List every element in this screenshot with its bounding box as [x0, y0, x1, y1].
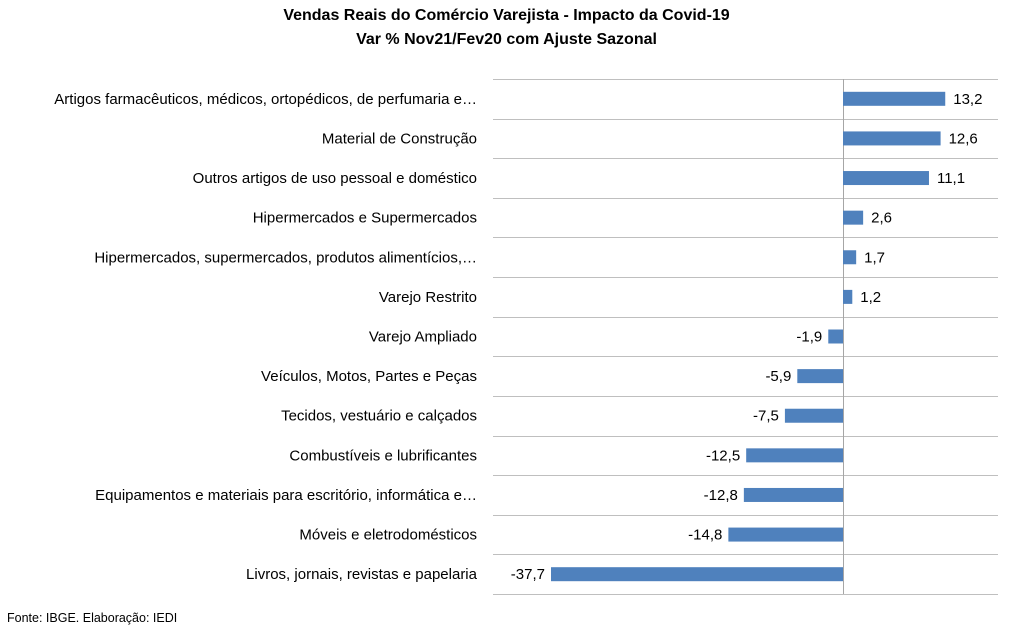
category-label: Combustíveis e lubrificantes — [289, 447, 477, 464]
bar — [843, 131, 941, 146]
bar — [784, 408, 843, 423]
category-label: Hipermercados e Supermercados — [253, 210, 477, 227]
data-label: -1,9 — [796, 329, 822, 346]
bar — [843, 91, 946, 106]
category-label: Livros, jornais, revistas e papelaria — [246, 566, 478, 583]
bar — [828, 329, 843, 344]
bar — [551, 567, 843, 582]
data-label: -14,8 — [688, 527, 722, 544]
data-label: 13,2 — [953, 91, 982, 108]
bar — [843, 171, 929, 186]
data-label: -12,5 — [706, 447, 740, 464]
category-label: Varejo Ampliado — [369, 329, 477, 346]
data-label: 11,1 — [937, 170, 965, 187]
data-label: -12,8 — [704, 487, 738, 504]
category-label: Artigos farmacêuticos, médicos, ortopédi… — [54, 91, 477, 108]
bar — [743, 487, 843, 502]
category-label: Equipamentos e materiais para escritório… — [95, 487, 477, 504]
category-label: Móveis e eletrodomésticos — [299, 527, 477, 544]
chart-title: Vendas Reais do Comércio Varejista - Imp… — [283, 7, 730, 24]
data-label: 2,6 — [871, 210, 892, 227]
category-label: Veículos, Motos, Partes e Peças — [261, 368, 477, 385]
bar — [843, 250, 857, 265]
category-label: Outros artigos de uso pessoal e doméstic… — [193, 170, 477, 187]
bar — [728, 527, 843, 542]
category-label: Hipermercados, supermercados, produtos a… — [94, 249, 477, 266]
bar — [843, 210, 864, 225]
bar — [746, 448, 843, 463]
category-label: Tecidos, vestuário e calçados — [281, 408, 477, 425]
category-label: Material de Construção — [322, 130, 477, 147]
data-label: 1,7 — [864, 249, 885, 266]
source-footer: Fonte: IBGE. Elaboração: IEDI — [7, 611, 178, 625]
chart-subtitle: Var % Nov21/Fev20 com Ajuste Sazonal — [356, 31, 657, 48]
data-label: 1,2 — [860, 289, 881, 306]
bar — [843, 289, 853, 304]
category-label: Varejo Restrito — [379, 289, 477, 306]
data-label: -5,9 — [765, 368, 791, 385]
data-label: 12,6 — [949, 130, 978, 147]
bar — [797, 369, 843, 384]
data-label: -37,7 — [511, 566, 545, 583]
data-label: -7,5 — [753, 408, 779, 425]
